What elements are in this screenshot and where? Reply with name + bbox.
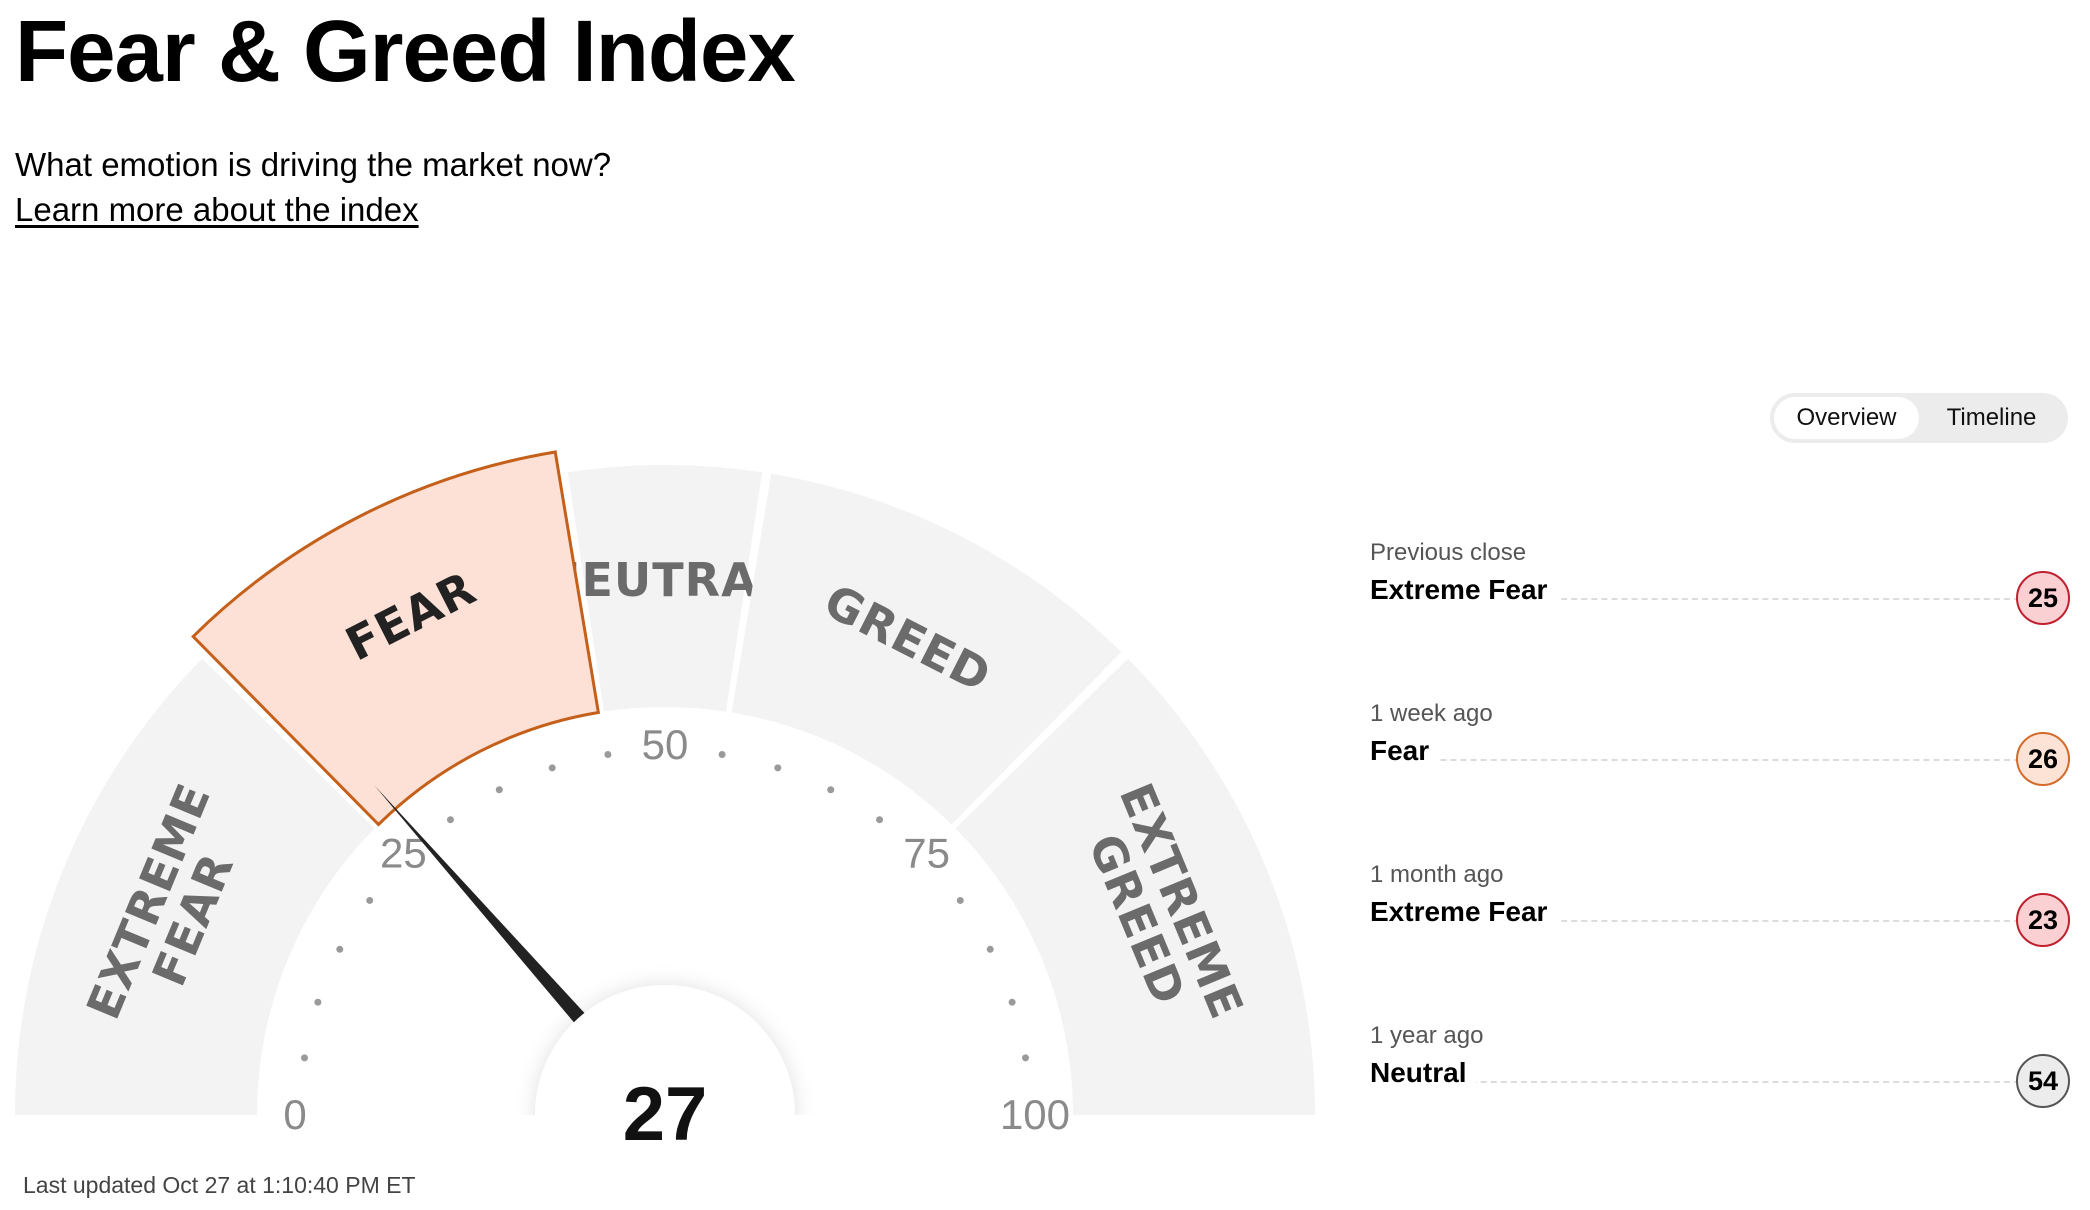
gauge-segment-greed — [731, 473, 1122, 825]
history-leader-line — [1370, 920, 2030, 922]
gauge-segment-neutral — [567, 465, 763, 712]
gauge-tick-dot — [986, 945, 994, 953]
gauge-tick-dot — [1008, 998, 1016, 1006]
history-item: Previous close Extreme Fear 25 — [1370, 538, 2070, 648]
gauge-segment-extreme-greed — [955, 658, 1315, 1115]
history-period-label: 1 week ago — [1370, 700, 1493, 727]
history-leader-line — [1370, 1081, 2030, 1083]
gauge-tick-dot — [827, 786, 835, 794]
gauge-tick-dot — [604, 750, 612, 758]
view-toggle: Overview Timeline — [1770, 393, 2068, 443]
history-period-label: Previous close — [1370, 539, 1527, 566]
gauge-tick-dot — [336, 945, 344, 953]
gauge-tick-dot — [300, 1054, 308, 1062]
gauge-tick-label: 100 — [1000, 1091, 1070, 1138]
tab-overview[interactable]: Overview — [1774, 397, 1919, 439]
history-status: Fear — [1370, 733, 1440, 769]
gauge-value: 27 — [623, 1072, 708, 1157]
gauge-segment-extreme-fear — [15, 658, 375, 1115]
history-value-badge: 54 — [2016, 1054, 2070, 1108]
gauge-tick-dot — [718, 750, 726, 758]
gauge-tick-label: 0 — [283, 1091, 306, 1138]
gauge-tick-dot — [366, 896, 374, 904]
page-subtitle: What emotion is driving the market now? — [15, 146, 612, 183]
gauge-tick-dot — [876, 816, 884, 824]
history-status: Neutral — [1370, 1055, 1477, 1091]
history-status: Extreme Fear — [1370, 894, 1558, 930]
history-period-label: 1 month ago — [1370, 861, 1504, 888]
gauge-tick-dot — [495, 786, 503, 794]
gauge-tick-dot — [956, 896, 964, 904]
history-value-badge: 23 — [2016, 893, 2070, 947]
gauge-label-neutral: NEUTRAL — [542, 553, 788, 607]
history-item: 1 week ago Fear 26 — [1370, 699, 2070, 809]
tab-timeline[interactable]: Timeline — [1946, 404, 2037, 431]
gauge-tick-dot — [548, 764, 556, 772]
gauge-segment-fear — [191, 450, 601, 827]
history-status: Extreme Fear — [1370, 572, 1558, 608]
gauge-tick-label: 50 — [642, 721, 689, 768]
gauge-tick-dot — [446, 816, 454, 824]
learn-more-link[interactable]: Learn more about the index — [15, 191, 419, 228]
gauge-tick-dot — [314, 998, 322, 1006]
gauge-tick-dot — [774, 764, 782, 772]
gauge-tick-label: 75 — [903, 829, 950, 876]
history-leader-line — [1370, 759, 2030, 761]
history-leader-line — [1370, 598, 2030, 600]
gauge-tick-dot — [1022, 1054, 1030, 1062]
last-updated-text: Last updated Oct 27 at 1:10:40 PM ET — [23, 1172, 416, 1198]
history-period-label: 1 year ago — [1370, 1022, 1484, 1049]
history-item: 1 month ago Extreme Fear 23 — [1370, 860, 2070, 970]
page-title: Fear & Greed Index — [15, 3, 796, 100]
history-item: 1 year ago Neutral 54 — [1370, 1021, 2070, 1131]
history-value-badge: 25 — [2016, 571, 2070, 625]
history-value-badge: 26 — [2016, 732, 2070, 786]
